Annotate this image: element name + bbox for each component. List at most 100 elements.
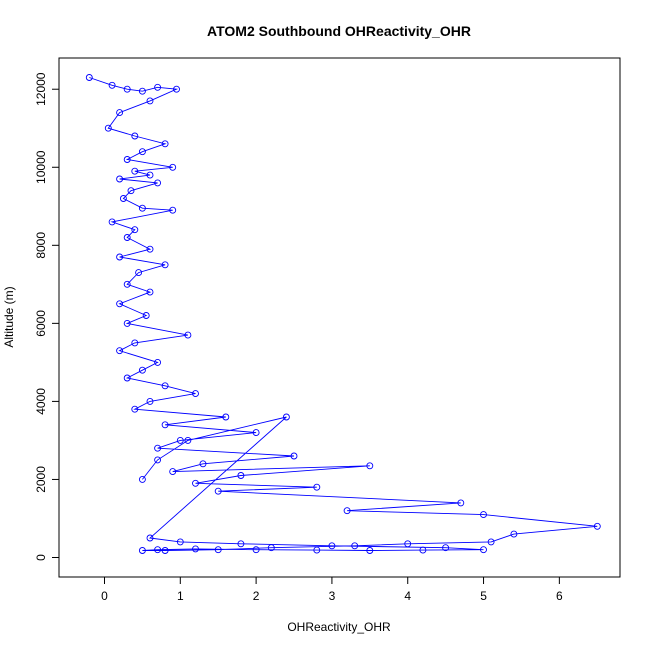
data-point: [146, 245, 154, 253]
data-point: [282, 413, 290, 421]
y-tick-label: 8000: [34, 232, 48, 259]
data-point: [161, 140, 169, 148]
data-point: [146, 288, 154, 296]
data-point: [123, 374, 131, 382]
data-point: [108, 81, 116, 89]
data-point: [161, 421, 169, 429]
data-point: [116, 175, 124, 183]
data-point: [199, 460, 207, 468]
data-point: [161, 382, 169, 390]
y-tick-label: 4000: [34, 388, 48, 415]
data-point: [169, 468, 177, 476]
data-point: [214, 487, 222, 495]
series-layer: [85, 74, 601, 554]
data-point: [154, 456, 162, 464]
data-point: [123, 319, 131, 327]
data-point: [85, 74, 93, 81]
data-point: [104, 124, 112, 132]
series-line: [89, 77, 598, 551]
data-point: [267, 544, 275, 552]
data-point: [457, 499, 465, 507]
x-tick-label: 6: [556, 589, 563, 603]
data-point: [192, 545, 199, 553]
data-point: [116, 347, 124, 355]
x-axis: 0 1 2 3 4 5 6: [101, 577, 563, 603]
data-point: [252, 546, 260, 554]
data-point: [146, 534, 154, 542]
data-point: [138, 547, 146, 554]
data-point: [116, 253, 124, 261]
data-point: [154, 358, 162, 366]
data-point: [184, 436, 192, 444]
data-point: [487, 538, 495, 546]
data-point: [108, 218, 116, 226]
data-point: [142, 312, 150, 319]
data-point: [184, 331, 192, 339]
data-point: [252, 429, 260, 437]
x-tick-label: 4: [404, 589, 411, 603]
x-tick-label: 1: [177, 589, 184, 603]
data-point: [419, 546, 427, 554]
data-point: [176, 538, 184, 546]
y-axis: 0 2000 4000 6000 8000 10000 12000: [34, 72, 59, 561]
data-point: [146, 97, 154, 105]
data-point: [351, 542, 359, 550]
data-point: [116, 300, 124, 308]
x-tick-label: 3: [329, 589, 336, 603]
data-point: [290, 452, 298, 460]
data-point: [131, 226, 139, 234]
data-point: [510, 530, 518, 538]
data-point: [154, 179, 162, 187]
data-point: [123, 156, 131, 163]
data-point: [593, 522, 601, 530]
x-tick-label: 5: [480, 589, 487, 603]
data-point: [313, 546, 321, 554]
data-point: [176, 436, 184, 444]
data-point: [222, 413, 230, 421]
data-point: [192, 479, 199, 487]
data-point: [237, 472, 245, 479]
data-point: [404, 540, 412, 548]
x-axis-label: OHReactivity_OHR: [287, 620, 391, 634]
data-point: [161, 261, 169, 269]
data-point: [138, 366, 146, 374]
y-axis-label: Altitude (m): [2, 286, 16, 347]
y-tick-label: 2000: [34, 466, 48, 493]
data-point: [123, 85, 131, 93]
data-point: [138, 475, 146, 483]
data-point: [138, 204, 146, 212]
data-point: [127, 187, 135, 195]
data-point: [131, 339, 139, 347]
data-point: [169, 206, 177, 214]
x-tick-label: 2: [253, 589, 260, 603]
data-point: [138, 87, 146, 95]
data-point: [480, 546, 487, 554]
data-point: [192, 390, 199, 398]
data-point: [123, 280, 131, 288]
data-point: [313, 483, 321, 491]
data-point: [135, 269, 143, 277]
data-point: [123, 234, 131, 241]
data-point: [161, 547, 169, 554]
data-point: [442, 544, 450, 552]
data-point: [146, 397, 154, 405]
y-tick-label: 6000: [34, 310, 48, 337]
data-point: [154, 444, 162, 452]
data-point: [214, 546, 222, 554]
y-tick-label: 0: [34, 554, 48, 561]
data-point: [173, 85, 180, 93]
data-point: [146, 171, 154, 179]
y-tick-label: 10000: [34, 150, 48, 184]
data-point: [343, 507, 351, 515]
data-point: [366, 462, 374, 470]
data-point: [154, 546, 162, 554]
data-point: [116, 109, 124, 117]
plot-frame: [58, 57, 621, 578]
data-point: [119, 195, 127, 202]
data-point: [138, 148, 146, 156]
y-tick-label: 12000: [34, 72, 48, 106]
data-point: [328, 542, 336, 550]
chart-title: ATOM2 Southbound OHReactivity_OHR: [207, 23, 471, 39]
data-point: [131, 167, 139, 175]
